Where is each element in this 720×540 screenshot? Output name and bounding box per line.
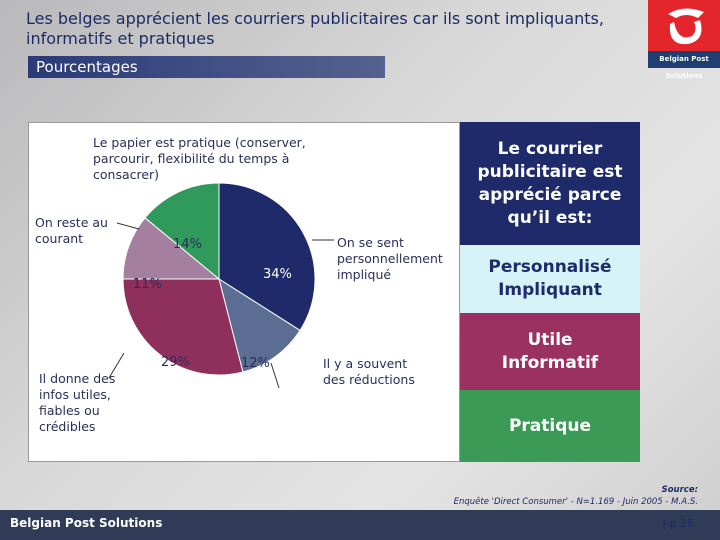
- panel-heading: Le courrier publicitaire est apprécié pa…: [460, 122, 640, 245]
- label-papier: Le papier est pratique (conserver, parco…: [93, 135, 306, 182]
- panel-personnalise: Personnalisé Impliquant: [460, 245, 640, 313]
- post-horn-icon: [668, 8, 704, 45]
- pie-chart: Le papier est pratique (conserver, parco…: [28, 122, 460, 462]
- pct-29: 29%: [161, 355, 190, 370]
- source-label: Source:: [661, 485, 698, 495]
- label-courant: On reste au courant: [35, 215, 108, 246]
- pie-slice-4: [144, 182, 220, 281]
- pie-slice-0: [218, 182, 316, 332]
- leader-line-3: [108, 352, 125, 379]
- pie-svg: [108, 182, 334, 389]
- pct-14: 14%: [173, 237, 202, 252]
- footer: Belgian Post Solutions: [0, 510, 720, 540]
- slide-title: Les belges apprécient les courriers publ…: [26, 9, 604, 48]
- leader-line-2: [116, 222, 140, 230]
- pie-slice-3: [122, 217, 221, 280]
- source-text: Enquête 'Direct Consumer' - N=1.169 - Ju…: [453, 497, 698, 507]
- pie-slice-2: [122, 278, 244, 376]
- footer-brand: Belgian Post Solutions: [10, 516, 163, 530]
- pct-11: 11%: [133, 277, 162, 292]
- source-note: Source: Enquête 'Direct Consumer' - N=1.1…: [454, 484, 698, 508]
- logo-text: Belgian Post Solutions: [648, 51, 720, 80]
- logo: Belgian Post Solutions: [648, 0, 720, 80]
- panel-utile: Utile Informatif: [460, 313, 640, 390]
- pie-slice-1: [218, 277, 301, 373]
- label-implique: On se sent personnellement impliqué: [337, 235, 443, 282]
- leader-line-1: [270, 362, 280, 389]
- page-number: | p 26: [662, 517, 694, 530]
- pct-34: 34%: [263, 267, 292, 282]
- pct-12: 12%: [241, 356, 270, 371]
- label-infos: Il donne des infos utiles, fiables ou cr…: [39, 371, 116, 434]
- panel-pratique: Pratique: [460, 390, 640, 462]
- label-reductions: Il y a souvent des réductions: [323, 356, 415, 387]
- subtitle-bar: Pourcentages: [28, 56, 385, 78]
